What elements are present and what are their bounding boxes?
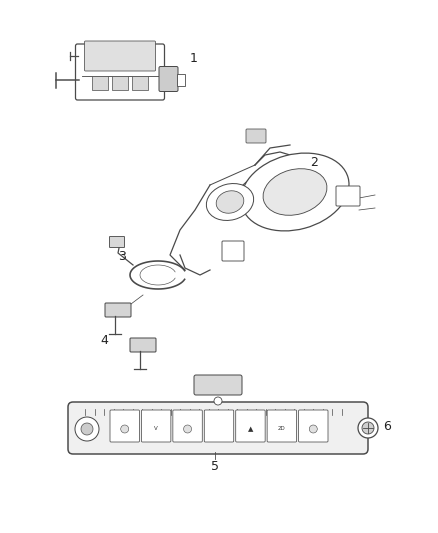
FancyBboxPatch shape — [236, 410, 265, 442]
FancyBboxPatch shape — [222, 241, 244, 261]
Ellipse shape — [206, 183, 254, 221]
Circle shape — [184, 425, 191, 433]
Bar — [92, 76, 108, 90]
FancyBboxPatch shape — [85, 41, 155, 71]
FancyBboxPatch shape — [267, 410, 297, 442]
Bar — [132, 76, 148, 90]
FancyBboxPatch shape — [299, 410, 328, 442]
Ellipse shape — [263, 169, 327, 215]
Text: 3: 3 — [118, 249, 126, 262]
FancyBboxPatch shape — [105, 303, 131, 317]
FancyBboxPatch shape — [246, 129, 266, 143]
Ellipse shape — [241, 153, 349, 231]
FancyBboxPatch shape — [141, 410, 171, 442]
Circle shape — [362, 422, 374, 434]
Circle shape — [214, 397, 222, 405]
FancyBboxPatch shape — [110, 237, 124, 247]
FancyBboxPatch shape — [159, 67, 178, 92]
Circle shape — [121, 425, 129, 433]
Circle shape — [358, 418, 378, 438]
FancyBboxPatch shape — [204, 410, 234, 442]
Circle shape — [309, 425, 317, 433]
FancyBboxPatch shape — [173, 410, 202, 442]
Circle shape — [75, 417, 99, 441]
Text: 2D: 2D — [278, 426, 286, 432]
FancyBboxPatch shape — [336, 186, 360, 206]
FancyBboxPatch shape — [110, 410, 139, 442]
Bar — [177, 74, 184, 86]
Text: 4: 4 — [100, 334, 108, 346]
Ellipse shape — [216, 191, 244, 213]
Text: ▲: ▲ — [248, 426, 253, 432]
Text: 2: 2 — [310, 156, 318, 168]
Bar — [112, 76, 128, 90]
Text: V: V — [154, 426, 158, 432]
FancyBboxPatch shape — [68, 402, 368, 454]
Text: 5: 5 — [211, 459, 219, 472]
FancyBboxPatch shape — [194, 375, 242, 395]
FancyBboxPatch shape — [130, 338, 156, 352]
FancyBboxPatch shape — [75, 44, 165, 100]
Text: 6: 6 — [383, 419, 391, 432]
Circle shape — [81, 423, 93, 435]
Text: 1: 1 — [190, 52, 198, 64]
